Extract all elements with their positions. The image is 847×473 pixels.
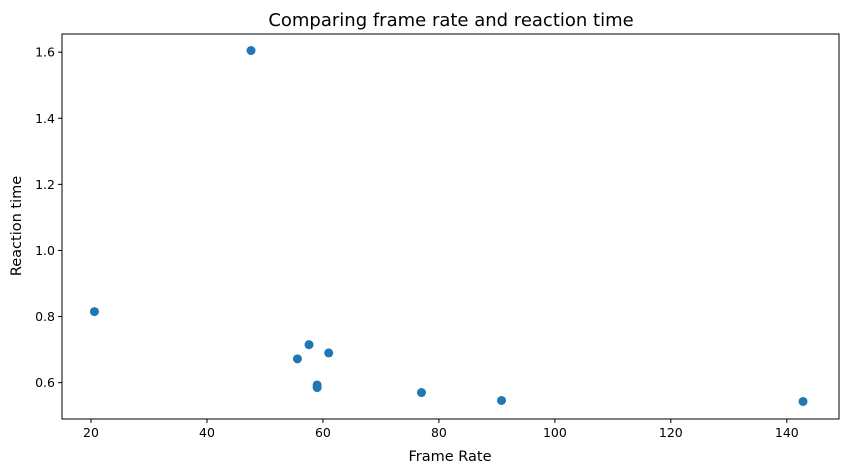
data-point bbox=[292, 354, 302, 364]
data-point bbox=[304, 340, 314, 350]
y-tick-label: 1.2 bbox=[35, 177, 55, 192]
data-point bbox=[246, 46, 256, 56]
plot-frame bbox=[61, 33, 840, 420]
data-points bbox=[89, 46, 808, 406]
chart-title: Comparing frame rate and reaction time bbox=[268, 10, 633, 31]
data-point bbox=[798, 396, 808, 406]
x-tick-label: 100 bbox=[543, 425, 567, 440]
data-point bbox=[324, 348, 334, 358]
y-tick-label: 0.8 bbox=[35, 309, 55, 324]
y-tick-label: 1.0 bbox=[35, 243, 55, 258]
y-tick-label: 0.6 bbox=[35, 375, 55, 390]
x-tick-label: 120 bbox=[659, 425, 683, 440]
x-tick-label: 20 bbox=[83, 425, 99, 440]
data-point bbox=[89, 307, 99, 317]
data-point bbox=[417, 388, 427, 398]
x-tick-label: 40 bbox=[199, 425, 215, 440]
x-tick-label: 80 bbox=[431, 425, 447, 440]
y-axis-ticks: 0.6 0.8 1.0 1.2 1.4 1.6 bbox=[35, 45, 62, 390]
y-tick-label: 1.6 bbox=[35, 45, 55, 60]
y-tick-label: 1.4 bbox=[35, 111, 55, 126]
data-point bbox=[312, 383, 322, 393]
y-axis-label: Reaction time bbox=[9, 176, 25, 276]
x-tick-label: 140 bbox=[775, 425, 799, 440]
data-point bbox=[497, 395, 507, 405]
x-tick-label: 60 bbox=[315, 425, 331, 440]
x-axis-ticks: 20 40 60 80 100 120 140 bbox=[83, 419, 799, 440]
x-axis-label: Frame Rate bbox=[408, 449, 491, 465]
